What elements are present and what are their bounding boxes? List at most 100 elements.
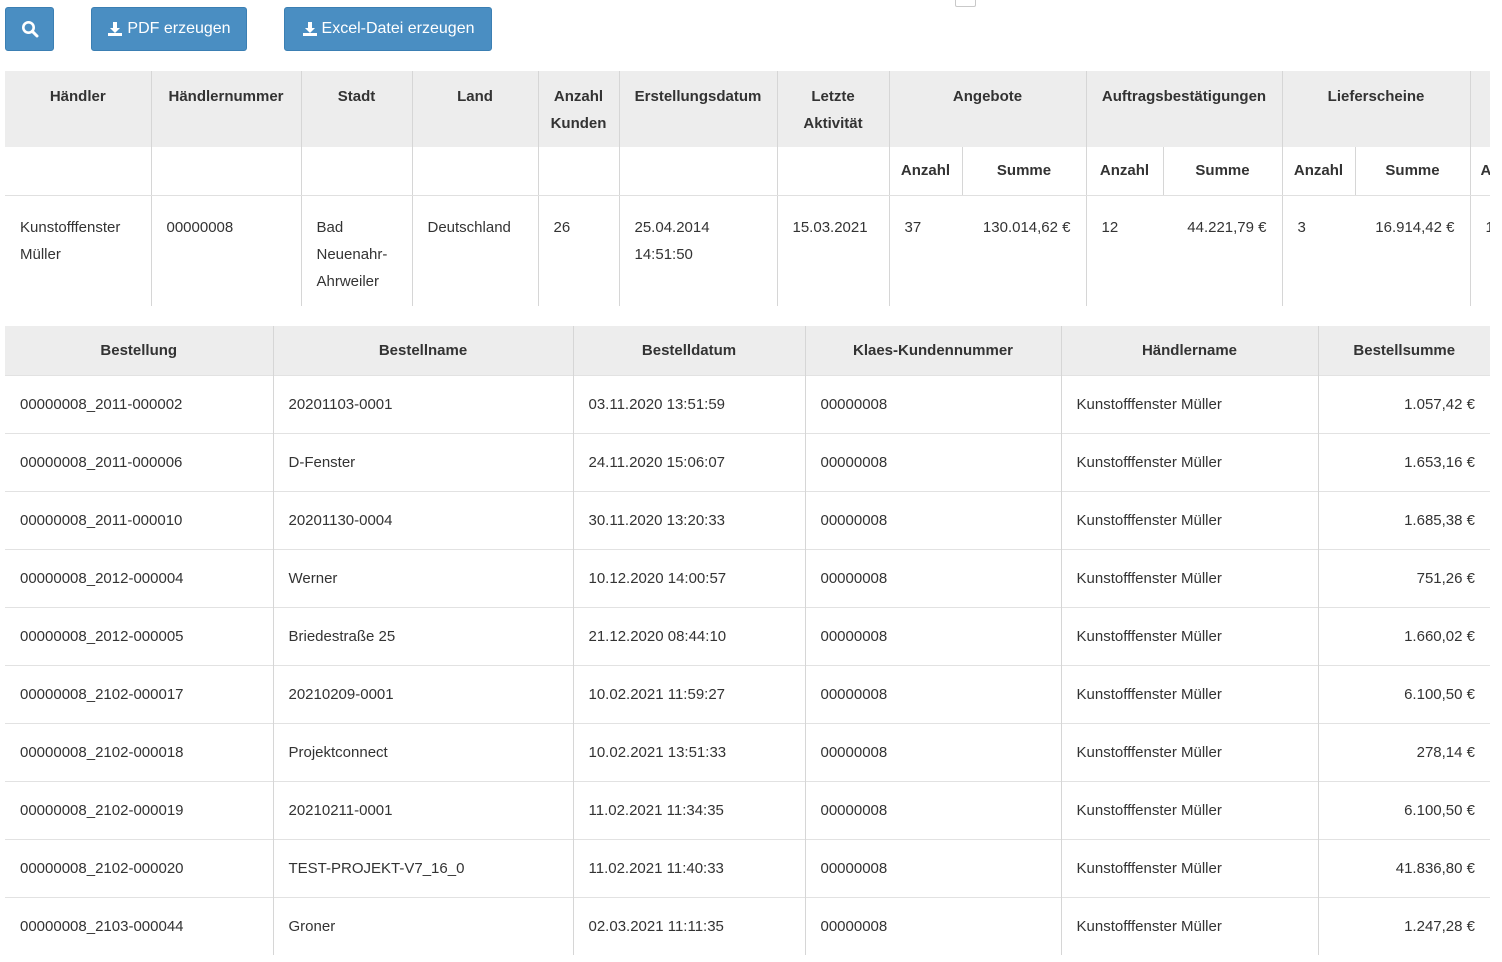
table-row[interactable]: 00000008_2103-000044 Groner 02.03.2021 11:… [5,896,1490,955]
pdf-export-label: PDF erzeugen [127,20,231,37]
col-header-order[interactable]: Bestellung [5,326,273,375]
checkbox[interactable] [955,0,976,7]
cell-customer-count: 26 [537,195,619,306]
cell-order: 00000008_2102-000020 [5,838,273,897]
cell-customer-number: 00000008 [804,896,1061,955]
cell-order-total: 1.057,42 € [1317,374,1490,433]
search-button[interactable] [5,7,54,51]
table-row[interactable]: 00000008_2102-000017 20210209-0001 10.02.2… [5,664,1490,723]
subheader-offers-sum[interactable]: Summe [961,147,1087,196]
cell-customer-number: 00000008 [804,838,1061,897]
cell-order-date: 24.11.2020 15:06:07 [572,432,805,491]
cell-order-name: TEST-PROJEKT-V7_16_0 [272,838,573,897]
subheader-empty [411,147,538,196]
col-header-customer-number[interactable]: Klaes-Kundennummer [804,326,1061,375]
col-header-dealer-number[interactable]: Händlernummer [150,71,301,147]
subheader-confirm-sum[interactable]: Summe [1162,147,1283,196]
col-header-delivery-notes[interactable]: Lieferscheine [1281,71,1471,147]
cell-dealer: Kunstofffenster Müller [20,218,121,263]
cell-order-name: D-Fenster [272,432,573,491]
cell-cut: 1 [1469,195,1490,306]
subheader-delivery-count[interactable]: Anzahl [1281,147,1356,196]
col-header-dealer[interactable]: Händler [5,71,151,147]
cell-order: 00000008_2012-000005 [5,606,273,665]
cell-order-total: 1.653,16 € [1317,432,1490,491]
orders-header-row: Bestellung Bestellname Bestelldatum Klae… [5,326,1490,375]
cell-order-date: 30.11.2020 13:20:33 [572,490,805,549]
cell-order: 00000008_2102-000019 [5,780,273,839]
subheader-offers-count[interactable]: Anzahl [888,147,962,196]
dealer-summary-table: Händler Händlernummer Stadt Land Anzahl … [5,71,1490,306]
subheader-empty [300,147,412,196]
subheader-empty [537,147,619,196]
cell-order: 00000008_2011-000010 [5,490,273,549]
table-row[interactable]: 00000008_2012-000005 Briedestraße 25 21.12… [5,606,1490,665]
cell-order-total: 6.100,50 € [1317,664,1490,723]
subheader-empty [150,147,301,196]
cell-order: 00000008_2012-000004 [5,548,273,607]
subheader-confirm-count[interactable]: Anzahl [1085,147,1164,196]
cell-order-date: 11.02.2021 11:40:33 [572,838,805,897]
cell-customer-number: 00000008 [804,548,1061,607]
table-row[interactable]: 00000008_2102-000019 20210211-0001 11.02.2… [5,780,1490,839]
cell-order: 00000008_2102-000018 [5,722,273,781]
cell-last-activity: 15.03.2021 [776,195,889,306]
cell-customer-number: 00000008 [804,722,1061,781]
cell-confirm-sum: 44.221,79 € [1187,218,1267,236]
cell-order-total: 751,26 € [1317,548,1490,607]
cell-dealer-name: Kunstofffenster Müller [1060,838,1318,897]
cell-order-total: 1.660,02 € [1317,606,1490,665]
cell-dealer-name: Kunstofffenster Müller [1060,490,1318,549]
excel-export-button[interactable]: Excel-Datei erzeugen [284,7,492,51]
cell-dealer-name: Kunstofffenster Müller [1060,432,1318,491]
cell-order-name: 20201103-0001 [272,374,573,433]
cell-delivery-count: 3 [1281,195,1356,306]
col-header-customer-count[interactable]: Anzahl Kunden [537,71,619,147]
col-header-order-date[interactable]: Bestelldatum [572,326,805,375]
subheader-empty [618,147,777,196]
cell-city: Bad Neuenahr-Ahrweiler [300,195,412,306]
table-row[interactable]: 00000008_2011-000002 20201103-0001 03.11.2… [5,374,1490,433]
cell-order-date: 10.02.2021 11:59:27 [572,664,805,723]
col-header-dealer-name[interactable]: Händlername [1060,326,1318,375]
cell-order: 00000008_2102-000017 [5,664,273,723]
col-header-confirmations[interactable]: Auftragsbestätigungen [1085,71,1283,147]
search-icon [21,20,39,38]
col-header-country[interactable]: Land [411,71,538,147]
subheader-empty [5,147,151,196]
table-row[interactable]: 00000008_2011-000006 D-Fenster 24.11.2020 … [5,432,1490,491]
cell-order-total: 278,14 € [1317,722,1490,781]
download-icon [302,21,318,37]
cell-dealer-name: Kunstofffenster Müller [1060,374,1318,433]
cell-order-name: 20210211-0001 [272,780,573,839]
cell-order-date: 10.02.2021 13:51:33 [572,722,805,781]
excel-export-label: Excel-Datei erzeugen [321,20,475,37]
cell-order-date: 10.12.2020 14:00:57 [572,548,805,607]
subheader-delivery-sum[interactable]: Summe [1354,147,1471,196]
col-header-city[interactable]: Stadt [300,71,412,147]
col-header-order-total[interactable]: Bestellsumme [1317,326,1490,375]
cell-order: 00000008_2011-000006 [5,432,273,491]
table-row[interactable]: 00000008_2102-000018 Projektconnect 10.02.… [5,722,1490,781]
cell-customer-number: 00000008 [804,780,1061,839]
cell-order-total: 1.685,38 € [1317,490,1490,549]
col-header-offers[interactable]: Angebote [888,71,1087,147]
cell-dealer-name: Kunstofffenster Müller [1060,664,1318,723]
table-row[interactable]: 00000008_2011-000010 20201130-0004 30.11.2… [5,490,1490,549]
cell-customer-number: 00000008 [804,490,1061,549]
col-header-created[interactable]: Erstellungsdatum [618,71,777,147]
download-icon [107,21,123,37]
table-row[interactable]: 00000008_2012-000004 Werner 10.12.2020 14:… [5,548,1490,607]
col-header-order-name[interactable]: Bestellname [272,326,573,375]
table-row[interactable]: 00000008_2102-000020 TEST-PROJEKT-V7_16_0… [5,838,1490,897]
cell-order-date: 03.11.2020 13:51:59 [572,374,805,433]
cell-order-date: 11.02.2021 11:34:35 [572,780,805,839]
cell-order: 00000008_2011-000002 [5,374,273,433]
pdf-export-button[interactable]: PDF erzeugen [91,7,247,51]
col-header-last-activity[interactable]: Letzte Aktivität [776,71,889,147]
cell-dealer-name: Kunstofffenster Müller [1060,896,1318,955]
subheader-cut[interactable]: A [1469,147,1490,196]
subheader-empty [776,147,889,196]
cell-order-name: Briedestraße 25 [272,606,573,665]
cell-customer-number: 00000008 [804,432,1061,491]
